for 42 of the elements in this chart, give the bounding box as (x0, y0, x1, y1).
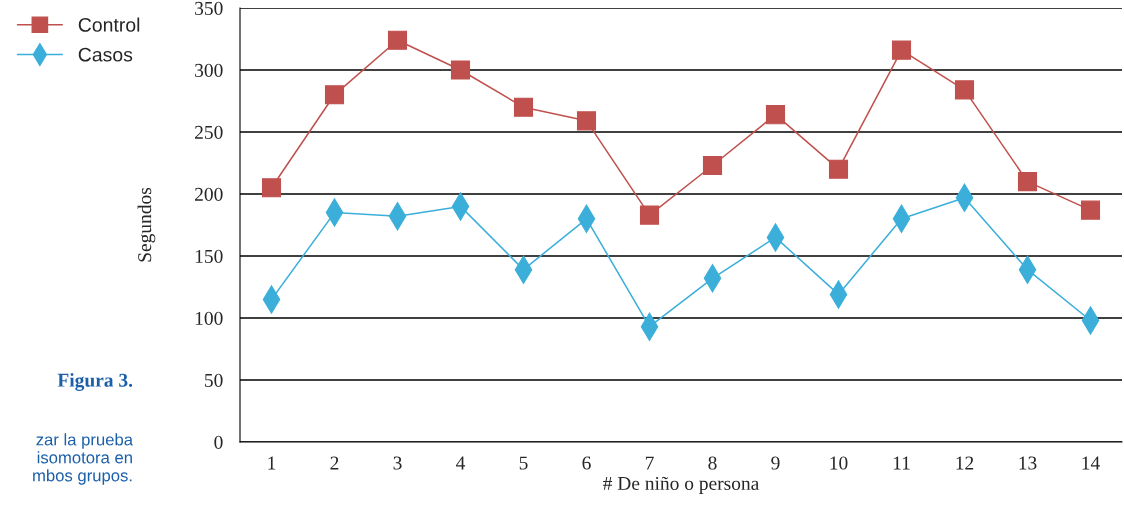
legend-label: Control (78, 17, 140, 32)
x-tick-label: 3 (393, 456, 402, 470)
point (261, 178, 282, 198)
x-tick-label: 5 (519, 456, 528, 470)
x-tick-label: 14 (1082, 456, 1100, 470)
point (387, 30, 408, 50)
y-tick-label: 0 (214, 435, 223, 449)
x-tick-label: 4 (456, 456, 466, 470)
point (324, 85, 345, 105)
point (765, 105, 786, 125)
y-tick-label: 350 (195, 1, 223, 15)
x-tick-label: 10 (830, 456, 848, 470)
point (702, 155, 723, 176)
point (450, 60, 471, 80)
text: Figura 3. (57, 373, 133, 391)
point (954, 80, 975, 100)
x-tick-label: 7 (645, 456, 654, 470)
y-tick-label: 100 (195, 311, 223, 325)
y-tick-label: 200 (195, 187, 223, 201)
x-tick-label: 2 (330, 456, 339, 470)
x-tick-label: 13 (1019, 456, 1037, 470)
x-tick-label: 1 (268, 456, 276, 470)
y-tick-label: 50 (205, 373, 223, 387)
y-tick-label: 300 (195, 63, 223, 77)
x-tick-label: 12 (956, 456, 974, 470)
point (1017, 172, 1038, 192)
x-tick-label: 11 (893, 456, 910, 470)
x-tick-label: 9 (771, 456, 780, 470)
text: zar la prueba isomotora en mbos grupos. (33, 433, 134, 485)
legend-label: Casos (78, 47, 133, 62)
x-tick-label: 8 (708, 456, 717, 470)
point (1080, 200, 1101, 220)
y-tick-label: 150 (195, 249, 223, 263)
y-tick-label: 250 (195, 125, 223, 139)
point (639, 205, 660, 225)
point (891, 40, 912, 60)
point (576, 111, 597, 131)
point (513, 97, 534, 117)
point (828, 159, 849, 179)
x-tick-label: 6 (582, 456, 591, 470)
y-axis-title: Segundos (137, 187, 156, 262)
x-axis-title: # De niño o persona (603, 476, 760, 494)
